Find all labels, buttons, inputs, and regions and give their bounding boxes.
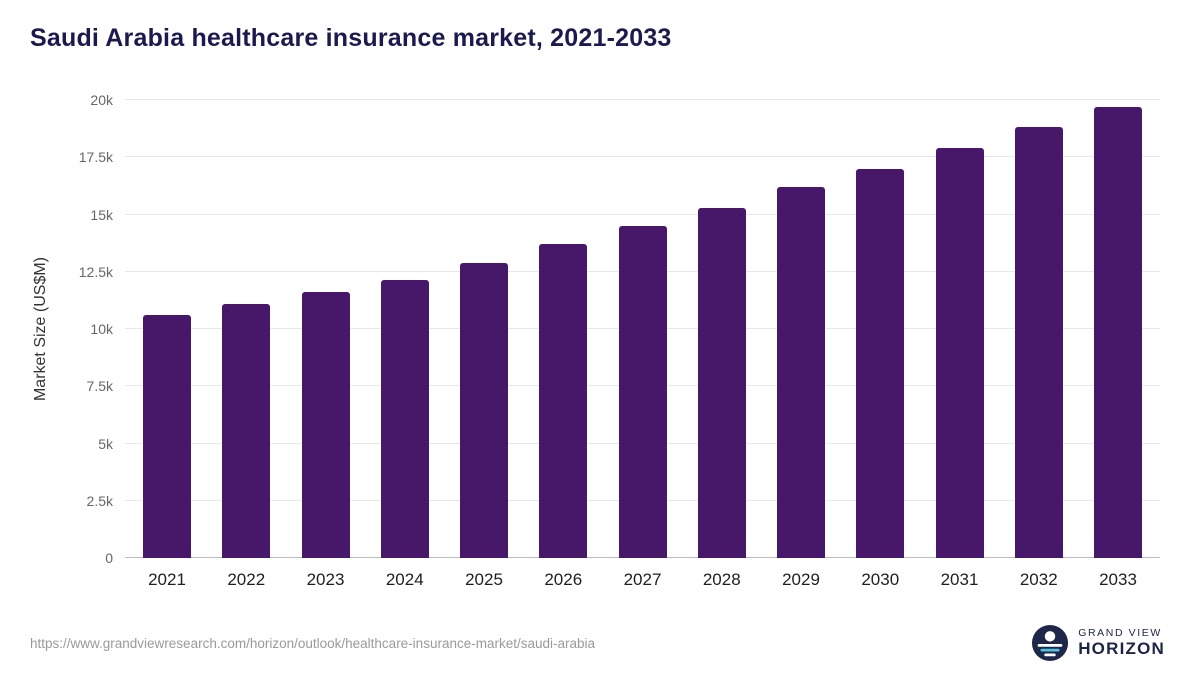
logo-line-horizon: HORIZON	[1078, 639, 1165, 659]
x-tick-label: 2032	[1019, 570, 1058, 589]
gridline	[125, 156, 1160, 158]
bar-2031	[935, 148, 984, 558]
bar-slot-2022	[222, 100, 271, 558]
footer: https://www.grandviewresearch.com/horizo…	[30, 624, 1165, 662]
bar-2026	[539, 244, 588, 558]
bar-slot-2021	[143, 100, 191, 558]
bar-slot-2024	[380, 100, 429, 558]
bar-slot-2027	[618, 100, 667, 558]
bar-slot-2033	[1094, 100, 1142, 558]
x-tick-label: 2024	[385, 570, 424, 589]
y-tick-label: 20k	[90, 92, 113, 108]
bar-slot-2032	[1014, 100, 1063, 558]
y-axis-label: Market Size (US$M)	[32, 256, 49, 402]
bar-slot-2023	[301, 100, 350, 558]
plot-area: Market Size (US$M) 0 2.5k 5k 7.5k 10k 12.5k 15…	[32, 92, 1160, 566]
x-tick-label: 2022	[227, 570, 266, 589]
logo-text: GRAND VIEW HORIZON	[1078, 627, 1165, 659]
x-tick-label: 2026	[544, 570, 583, 589]
bar-2033	[1094, 106, 1142, 558]
x-tick-label: 2023	[306, 570, 345, 589]
y-tick-label: 12.5k	[78, 263, 113, 280]
gridline	[125, 99, 1160, 100]
bar-slot-2031	[935, 100, 984, 558]
y-tick-label: 2.5k	[86, 492, 113, 509]
grand-view-horizon-logo: GRAND VIEW HORIZON	[1031, 624, 1165, 662]
chart-title: Saudi Arabia healthcare insurance market…	[30, 24, 672, 52]
x-tick-label: 2033	[1099, 570, 1137, 589]
y-tick-label: 5k	[98, 435, 113, 452]
bar-slot-2030	[856, 100, 905, 558]
horizon-logo-icon	[1032, 624, 1069, 662]
bar-2023	[301, 292, 350, 558]
bar-2029	[777, 187, 825, 558]
x-tick-label: 2021	[148, 570, 186, 589]
y-tick-label: 7.5k	[86, 378, 113, 395]
logo-line-grand-view: GRAND VIEW	[1078, 627, 1162, 640]
bar-slot-2026	[539, 100, 588, 558]
bar-2028	[697, 207, 746, 558]
bars-container	[125, 100, 1160, 558]
x-tick-label: 2029	[782, 570, 820, 589]
bar-slot-2025	[460, 100, 508, 558]
y-tick-label: 15k	[90, 206, 113, 223]
bar-2025	[460, 262, 508, 558]
bar-slot-2029	[777, 100, 825, 558]
x-tick-label: 2030	[861, 570, 900, 589]
source-url: https://www.grandviewresearch.com/horizo…	[30, 635, 596, 651]
bar-2027	[618, 225, 667, 558]
x-tick-label: 2027	[623, 570, 662, 589]
x-tick-label: 2025	[465, 570, 503, 589]
bar-2030	[856, 168, 905, 558]
bar-2032	[1014, 127, 1063, 558]
gridline	[125, 213, 1160, 215]
x-axis-labels: 2021 2022 2023 2024 2025 2026 2027 2028 2029 2030…	[125, 570, 1160, 590]
y-tick-label: 17.5k	[78, 149, 113, 166]
bar-2021	[143, 315, 191, 558]
bar-2024	[380, 279, 429, 558]
y-tick-label: 10k	[90, 321, 113, 337]
x-tick-label: 2031	[940, 570, 979, 589]
x-tick-label: 2028	[702, 570, 741, 589]
bar-2022	[222, 303, 271, 558]
bar-slot-2028	[697, 100, 746, 558]
y-tick-label: 0	[105, 550, 113, 566]
